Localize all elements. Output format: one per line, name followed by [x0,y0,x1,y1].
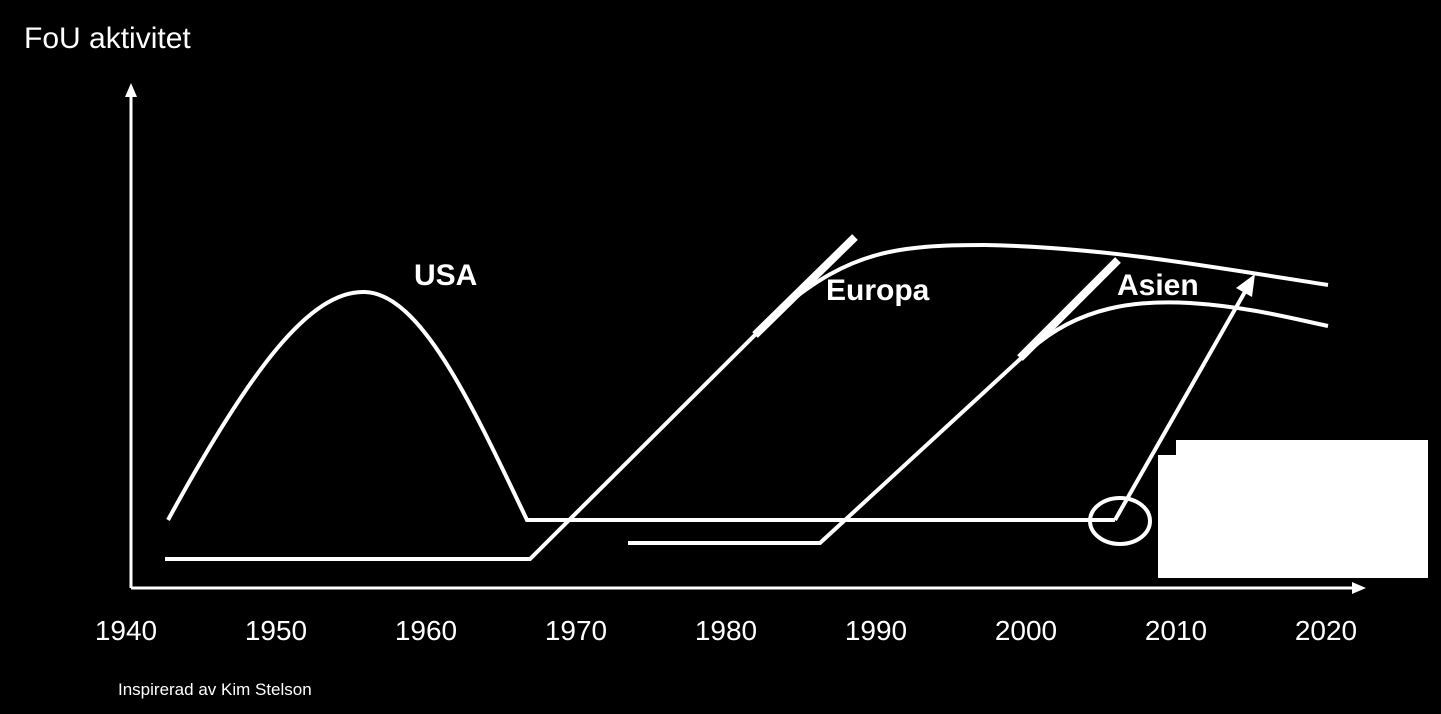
white-box [1158,455,1428,578]
x-label: 1980 [695,615,757,646]
x-label: 1970 [545,615,607,646]
white-box-top [1176,440,1428,460]
x-labels: 1940 1950 1960 1970 1980 1990 2000 2010 2020 [95,615,1357,646]
highlight-circle [1088,496,1152,546]
curve-label: USA [414,259,477,292]
europa-leap [752,234,858,338]
x-label: 1950 [245,615,307,646]
asien-leap [1017,257,1121,361]
asien-curve [628,300,1329,545]
curve-label: Asien [1117,269,1199,302]
jump-arrow [1113,289,1248,521]
x-label: 2020 [1295,615,1357,646]
x-label: 2000 [995,615,1057,646]
usa-curve [166,289,1115,522]
jump-arrow-head [1236,274,1255,297]
x-label: 1990 [845,615,907,646]
europa-curve [165,242,1329,561]
curve-label: Europa [826,274,930,307]
title: FoU aktivitet [24,22,191,55]
x-label: 1960 [395,615,457,646]
x-axis-arrow [1352,582,1366,594]
x-label: 2010 [1145,615,1207,646]
footnote: Inspirerad av Kim Stelson [118,680,312,699]
x-label: 1940 [95,615,157,646]
y-axis-arrow [125,83,137,97]
